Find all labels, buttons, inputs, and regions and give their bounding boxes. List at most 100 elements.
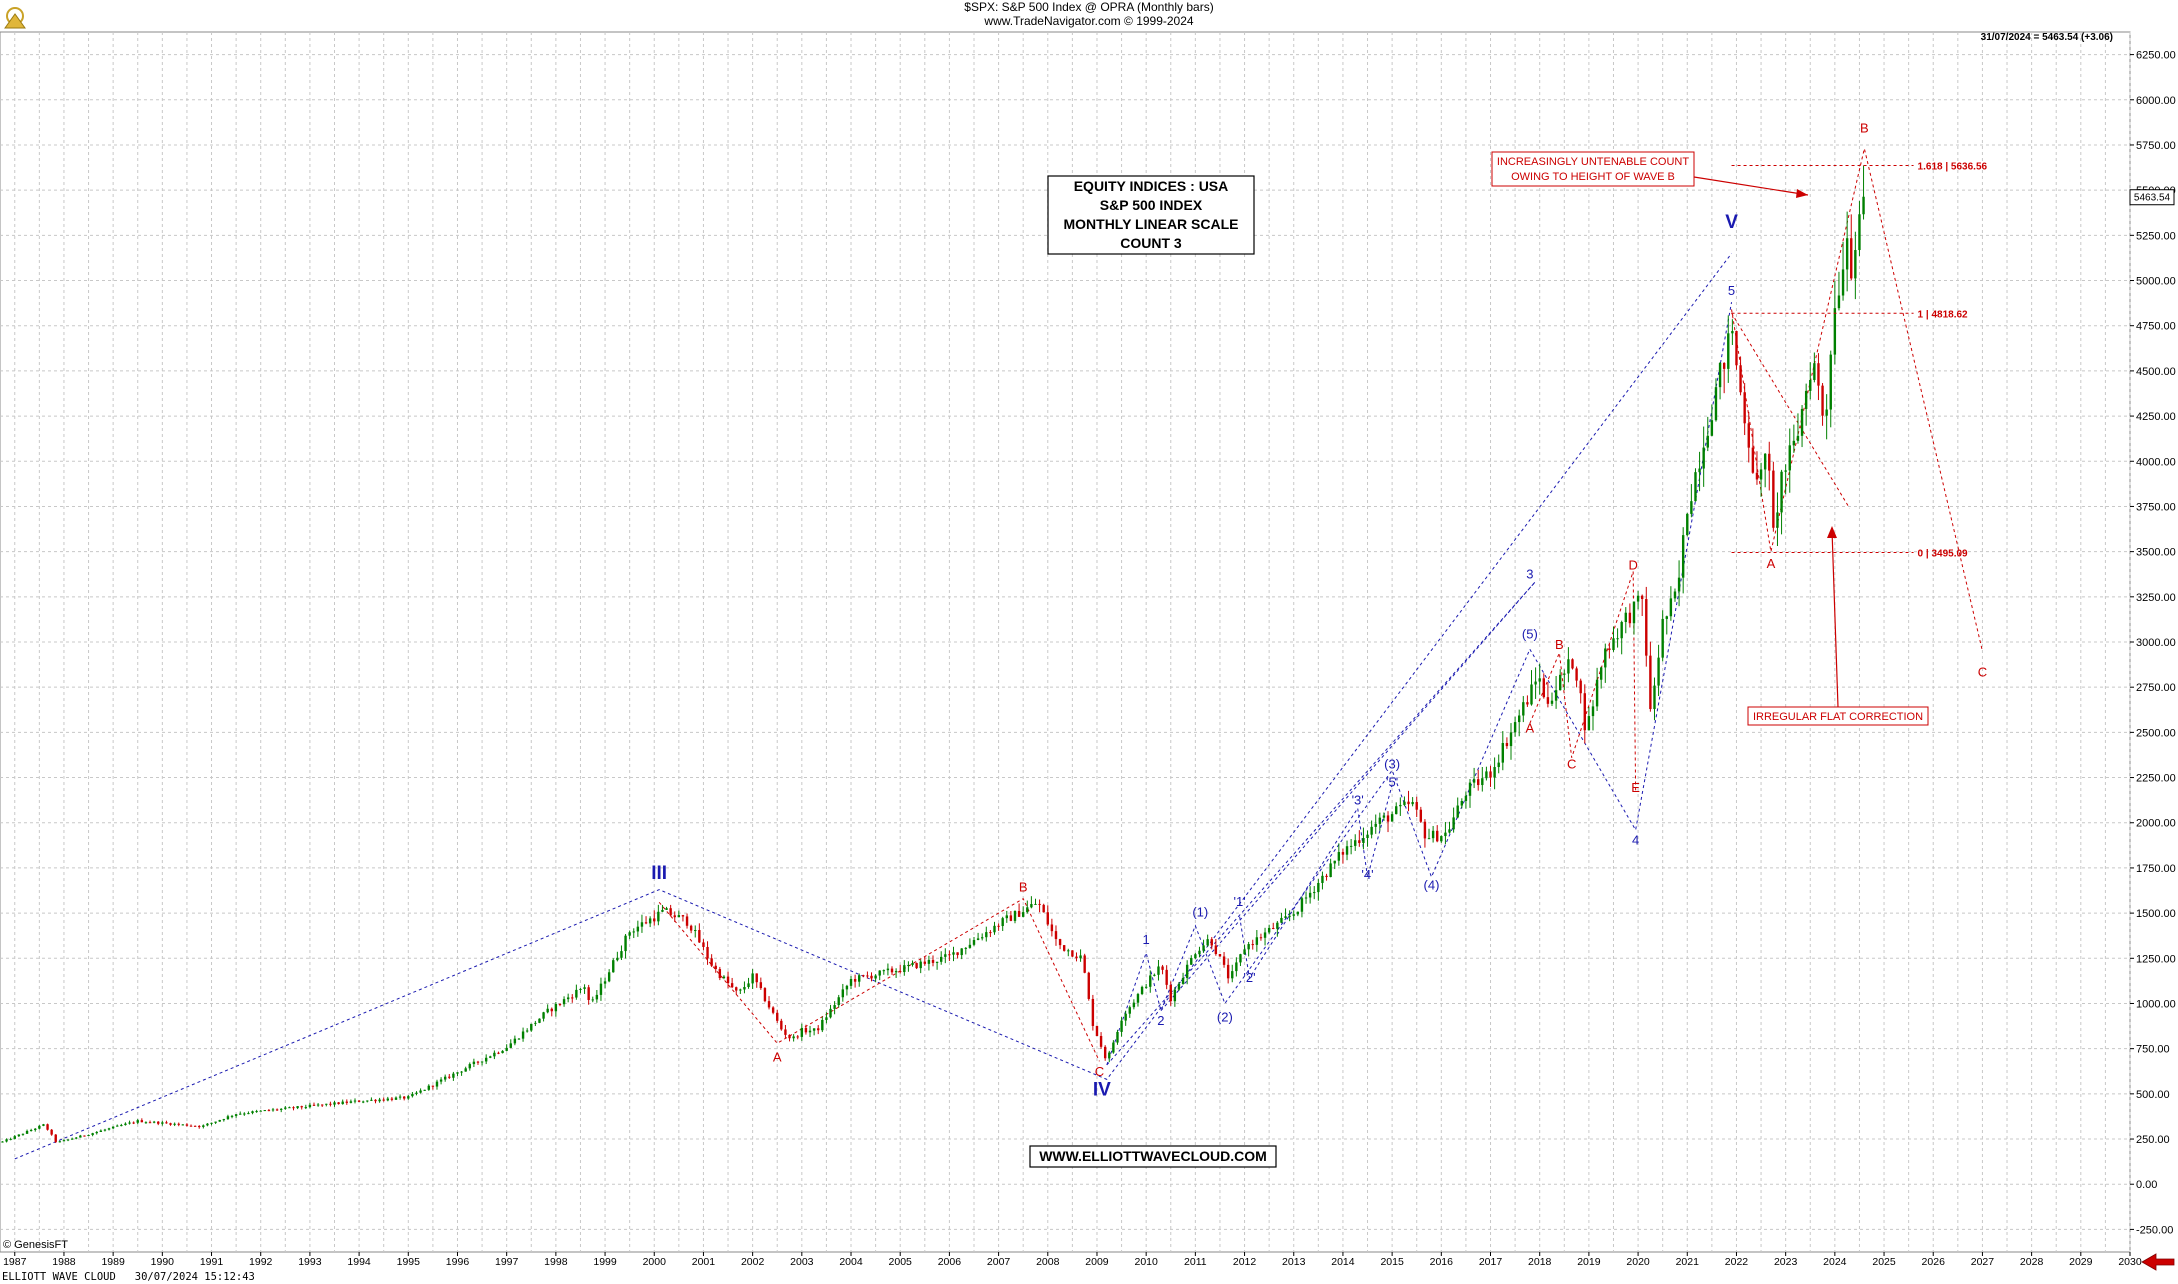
candle-body (17, 1134, 21, 1137)
copyright-label: © GenesisFT (3, 1239, 68, 1251)
wave-label: '5' (1386, 775, 1398, 790)
x-tick-label: 2025 (1872, 1256, 1896, 1268)
wave-trendline (1731, 148, 1983, 652)
y-tick-label: 6250.00 (2136, 50, 2176, 62)
candle-body (460, 1071, 463, 1073)
candle-body (116, 1125, 119, 1127)
candle-body (1067, 950, 1070, 952)
y-tick-label: 4000.00 (2136, 456, 2176, 468)
candle-body (1153, 974, 1156, 976)
candle-body (1772, 470, 1775, 528)
fibonacci-levels: 1.618 | 5636.56 1 | 4818.62 0 | 3495.09 (1731, 161, 1988, 560)
candle-body (587, 987, 590, 1000)
candle-body (632, 931, 635, 933)
candle-body (1862, 196, 1865, 215)
candle-body (1677, 577, 1681, 592)
candle-body (169, 1123, 172, 1125)
y-tick-label: 5000.00 (2136, 276, 2176, 288)
wave-label: D (1628, 558, 1637, 573)
candle-body (132, 1122, 135, 1124)
wave-label: A (1767, 556, 1776, 571)
candle-body (493, 1052, 496, 1057)
scroll-left-arrow-icon[interactable] (2141, 1253, 2175, 1271)
candle-body (1727, 333, 1730, 369)
candle-body (845, 985, 849, 990)
candle-body (1645, 599, 1648, 656)
candle-body (390, 1098, 394, 1100)
candle-body (1530, 684, 1533, 705)
candle-body (829, 1008, 832, 1018)
candle-body (120, 1125, 123, 1127)
candle-body (1120, 1020, 1123, 1032)
candle-body (34, 1128, 37, 1131)
candle-body (1833, 308, 1837, 355)
wave-label: E (1631, 780, 1640, 795)
candle-body (386, 1098, 389, 1101)
candle-body (50, 1129, 53, 1135)
candle-body (661, 909, 664, 912)
x-tick-label: 1990 (151, 1256, 175, 1268)
candle-body (1001, 918, 1004, 927)
candle-body (911, 963, 914, 965)
y-tick-label: 2500.00 (2136, 727, 2176, 739)
candle-body (1481, 778, 1484, 786)
x-tick-label: 1987 (3, 1256, 27, 1268)
candle-body (411, 1093, 414, 1097)
candle-body (107, 1128, 111, 1130)
candle-body (763, 988, 767, 1002)
x-tick-label: 2019 (1577, 1256, 1601, 1268)
candle-body (1026, 907, 1029, 913)
candle-body (739, 989, 742, 991)
y-tick-label: 0.00 (2136, 1179, 2157, 1191)
candle-body (1165, 969, 1168, 985)
candle-body (75, 1137, 78, 1139)
candle-body (759, 982, 763, 989)
candle-body (546, 1008, 549, 1013)
candle-body (1099, 1036, 1103, 1047)
candle-body (1272, 927, 1275, 929)
candle-body (370, 1099, 373, 1101)
candle-body (1768, 453, 1771, 471)
candle-body (111, 1126, 115, 1129)
candle-body (456, 1072, 459, 1074)
candle-body (1206, 939, 1209, 946)
candle-body (1714, 387, 1718, 421)
wave-label: (4) (1424, 878, 1440, 893)
candle-body (677, 915, 681, 918)
candle-body (538, 1018, 541, 1023)
candle-body (206, 1123, 209, 1126)
candle-body (316, 1104, 320, 1106)
candle-body (1776, 512, 1779, 528)
candle-body (296, 1106, 299, 1109)
untenable-count-note: INCREASINGLY UNTENABLE COUNT OWING TO HE… (1491, 151, 1809, 198)
candle-body (1251, 944, 1254, 946)
candle-body (1542, 678, 1545, 698)
candle-body (858, 975, 861, 982)
candle-body (980, 937, 984, 939)
candle-body (1763, 453, 1767, 470)
candle-body (398, 1096, 402, 1098)
candle-body (349, 1101, 353, 1103)
y-tick-label: 2250.00 (2136, 773, 2176, 785)
candle-body (202, 1125, 205, 1127)
y-tick-label: 750.00 (2136, 1044, 2170, 1056)
candle-body (821, 1019, 824, 1031)
candle-body (804, 1027, 808, 1033)
candle-body (1021, 912, 1025, 917)
candle-body (1813, 363, 1816, 380)
candle-body (698, 930, 701, 943)
x-tick-label: 2006 (938, 1256, 962, 1268)
candle-body (812, 1028, 816, 1031)
candle-body (1661, 618, 1664, 658)
candle-body (1304, 897, 1308, 899)
candle-body (1448, 829, 1451, 833)
candle-body (1403, 801, 1406, 805)
candle-body (1062, 945, 1066, 951)
candle-body (152, 1121, 156, 1123)
candle-body (730, 983, 734, 988)
candle-body (653, 918, 656, 922)
wave-trendline (1106, 649, 1531, 1066)
wave-trendline (1529, 571, 1637, 791)
candle-body (1103, 1046, 1107, 1059)
candle-body (304, 1107, 308, 1109)
